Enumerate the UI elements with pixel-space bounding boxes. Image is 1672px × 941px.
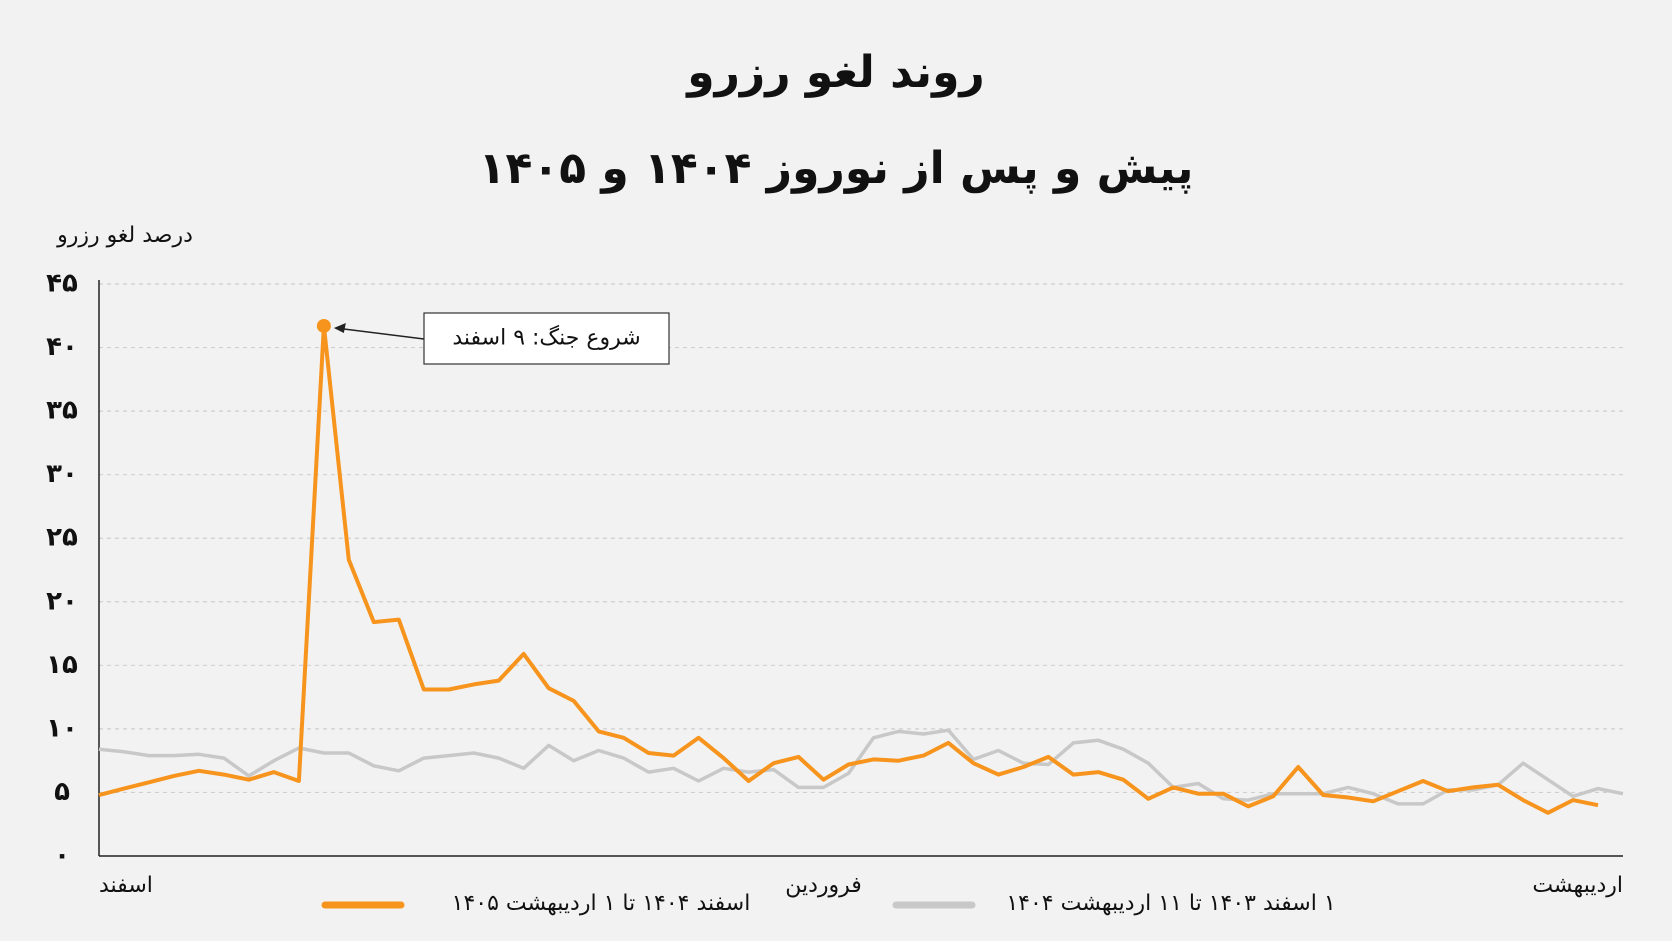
- series-line: [98, 323, 1599, 815]
- annotation-arrow: [335, 327, 425, 340]
- chart-title: روند لغو رزرو: [685, 47, 985, 98]
- y-tick-label: ۲۵: [46, 523, 78, 553]
- annotation-arrowhead: [333, 322, 346, 333]
- y-tick-label: ۰: [54, 841, 70, 871]
- y-tick-label: ۴۰: [46, 332, 78, 362]
- y-tick-label: ۱۵: [46, 650, 78, 680]
- series-line: [98, 728, 1624, 806]
- y-tick-label: ۱۰: [46, 713, 78, 743]
- peak-marker: [316, 318, 331, 333]
- annotation-box: [423, 312, 670, 365]
- y-tick-label: ۳۵: [46, 396, 78, 426]
- y-axis-label: درصد لغو رزرو: [56, 223, 193, 248]
- x-tick-label: اردیبهشت: [1532, 873, 1623, 898]
- annotation-text: شروع جنگ: ۹ اسفند: [452, 325, 640, 351]
- y-tick-label: ۵: [54, 777, 70, 807]
- chart-subtitle: پیش و پس از نوروز ۱۴۰۴ و ۱۴۰۵: [479, 143, 1194, 194]
- x-tick-label: اسفند: [99, 873, 153, 898]
- y-tick-label: ۳۰: [46, 459, 78, 489]
- x-tick-label: فروردین: [785, 873, 862, 898]
- y-tick-label: ۲۰: [46, 586, 78, 616]
- legend-label: ۱ اسفند ۱۴۰۳ تا ۱۱ اردیبهشت ۱۴۰۴: [1006, 891, 1335, 916]
- y-tick-label: ۴۵: [46, 269, 78, 299]
- legend-label: اسفند ۱۴۰۴ تا ۱ اردیبهشت ۱۴۰۵: [452, 891, 751, 916]
